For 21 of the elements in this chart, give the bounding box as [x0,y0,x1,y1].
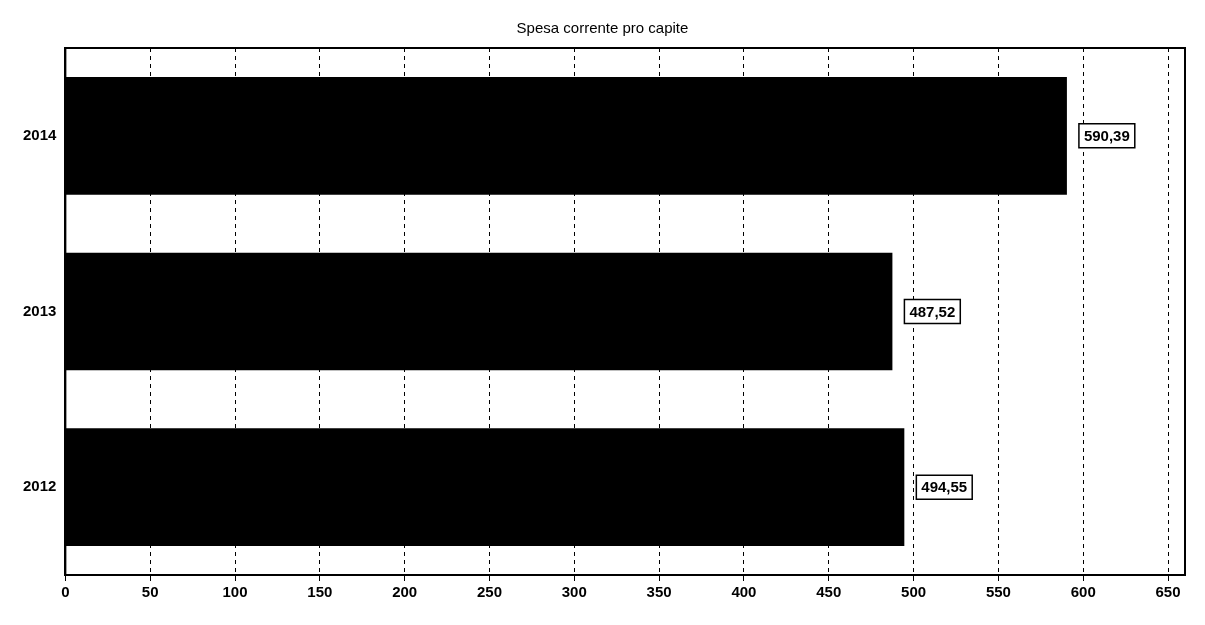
x-tick-label: 450 [816,583,842,601]
x-tick-label: 100 [222,583,248,601]
y-tick-label: 2014 [22,125,58,143]
x-tick-label: 550 [985,583,1011,601]
data-label: 487,52 [909,302,956,320]
y-tick-label: 2012 [22,477,57,495]
x-tick-label: 350 [646,583,672,601]
x-tick-label: 500 [901,583,927,601]
x-tick-label: 150 [307,583,333,601]
x-tick-label: 600 [1070,583,1096,601]
data-label: 494,55 [921,478,968,496]
x-tick-label: 250 [476,583,502,601]
x-tick-label: 650 [1155,583,1181,601]
x-tick-label: 0 [61,583,70,601]
data-label: 590,39 [1083,126,1130,144]
x-tick-label: 50 [141,583,159,601]
chart-title: Spesa corrente pro capite [516,19,689,37]
x-tick-label: 300 [561,583,587,601]
y-tick-label: 2013 [22,301,57,319]
x-tick-label: 400 [731,583,757,601]
x-tick-label: 200 [392,583,418,601]
